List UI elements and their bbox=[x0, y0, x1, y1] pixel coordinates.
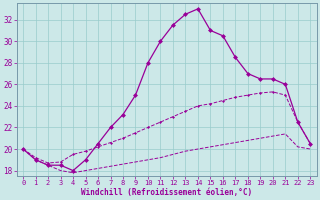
X-axis label: Windchill (Refroidissement éolien,°C): Windchill (Refroidissement éolien,°C) bbox=[81, 188, 252, 197]
